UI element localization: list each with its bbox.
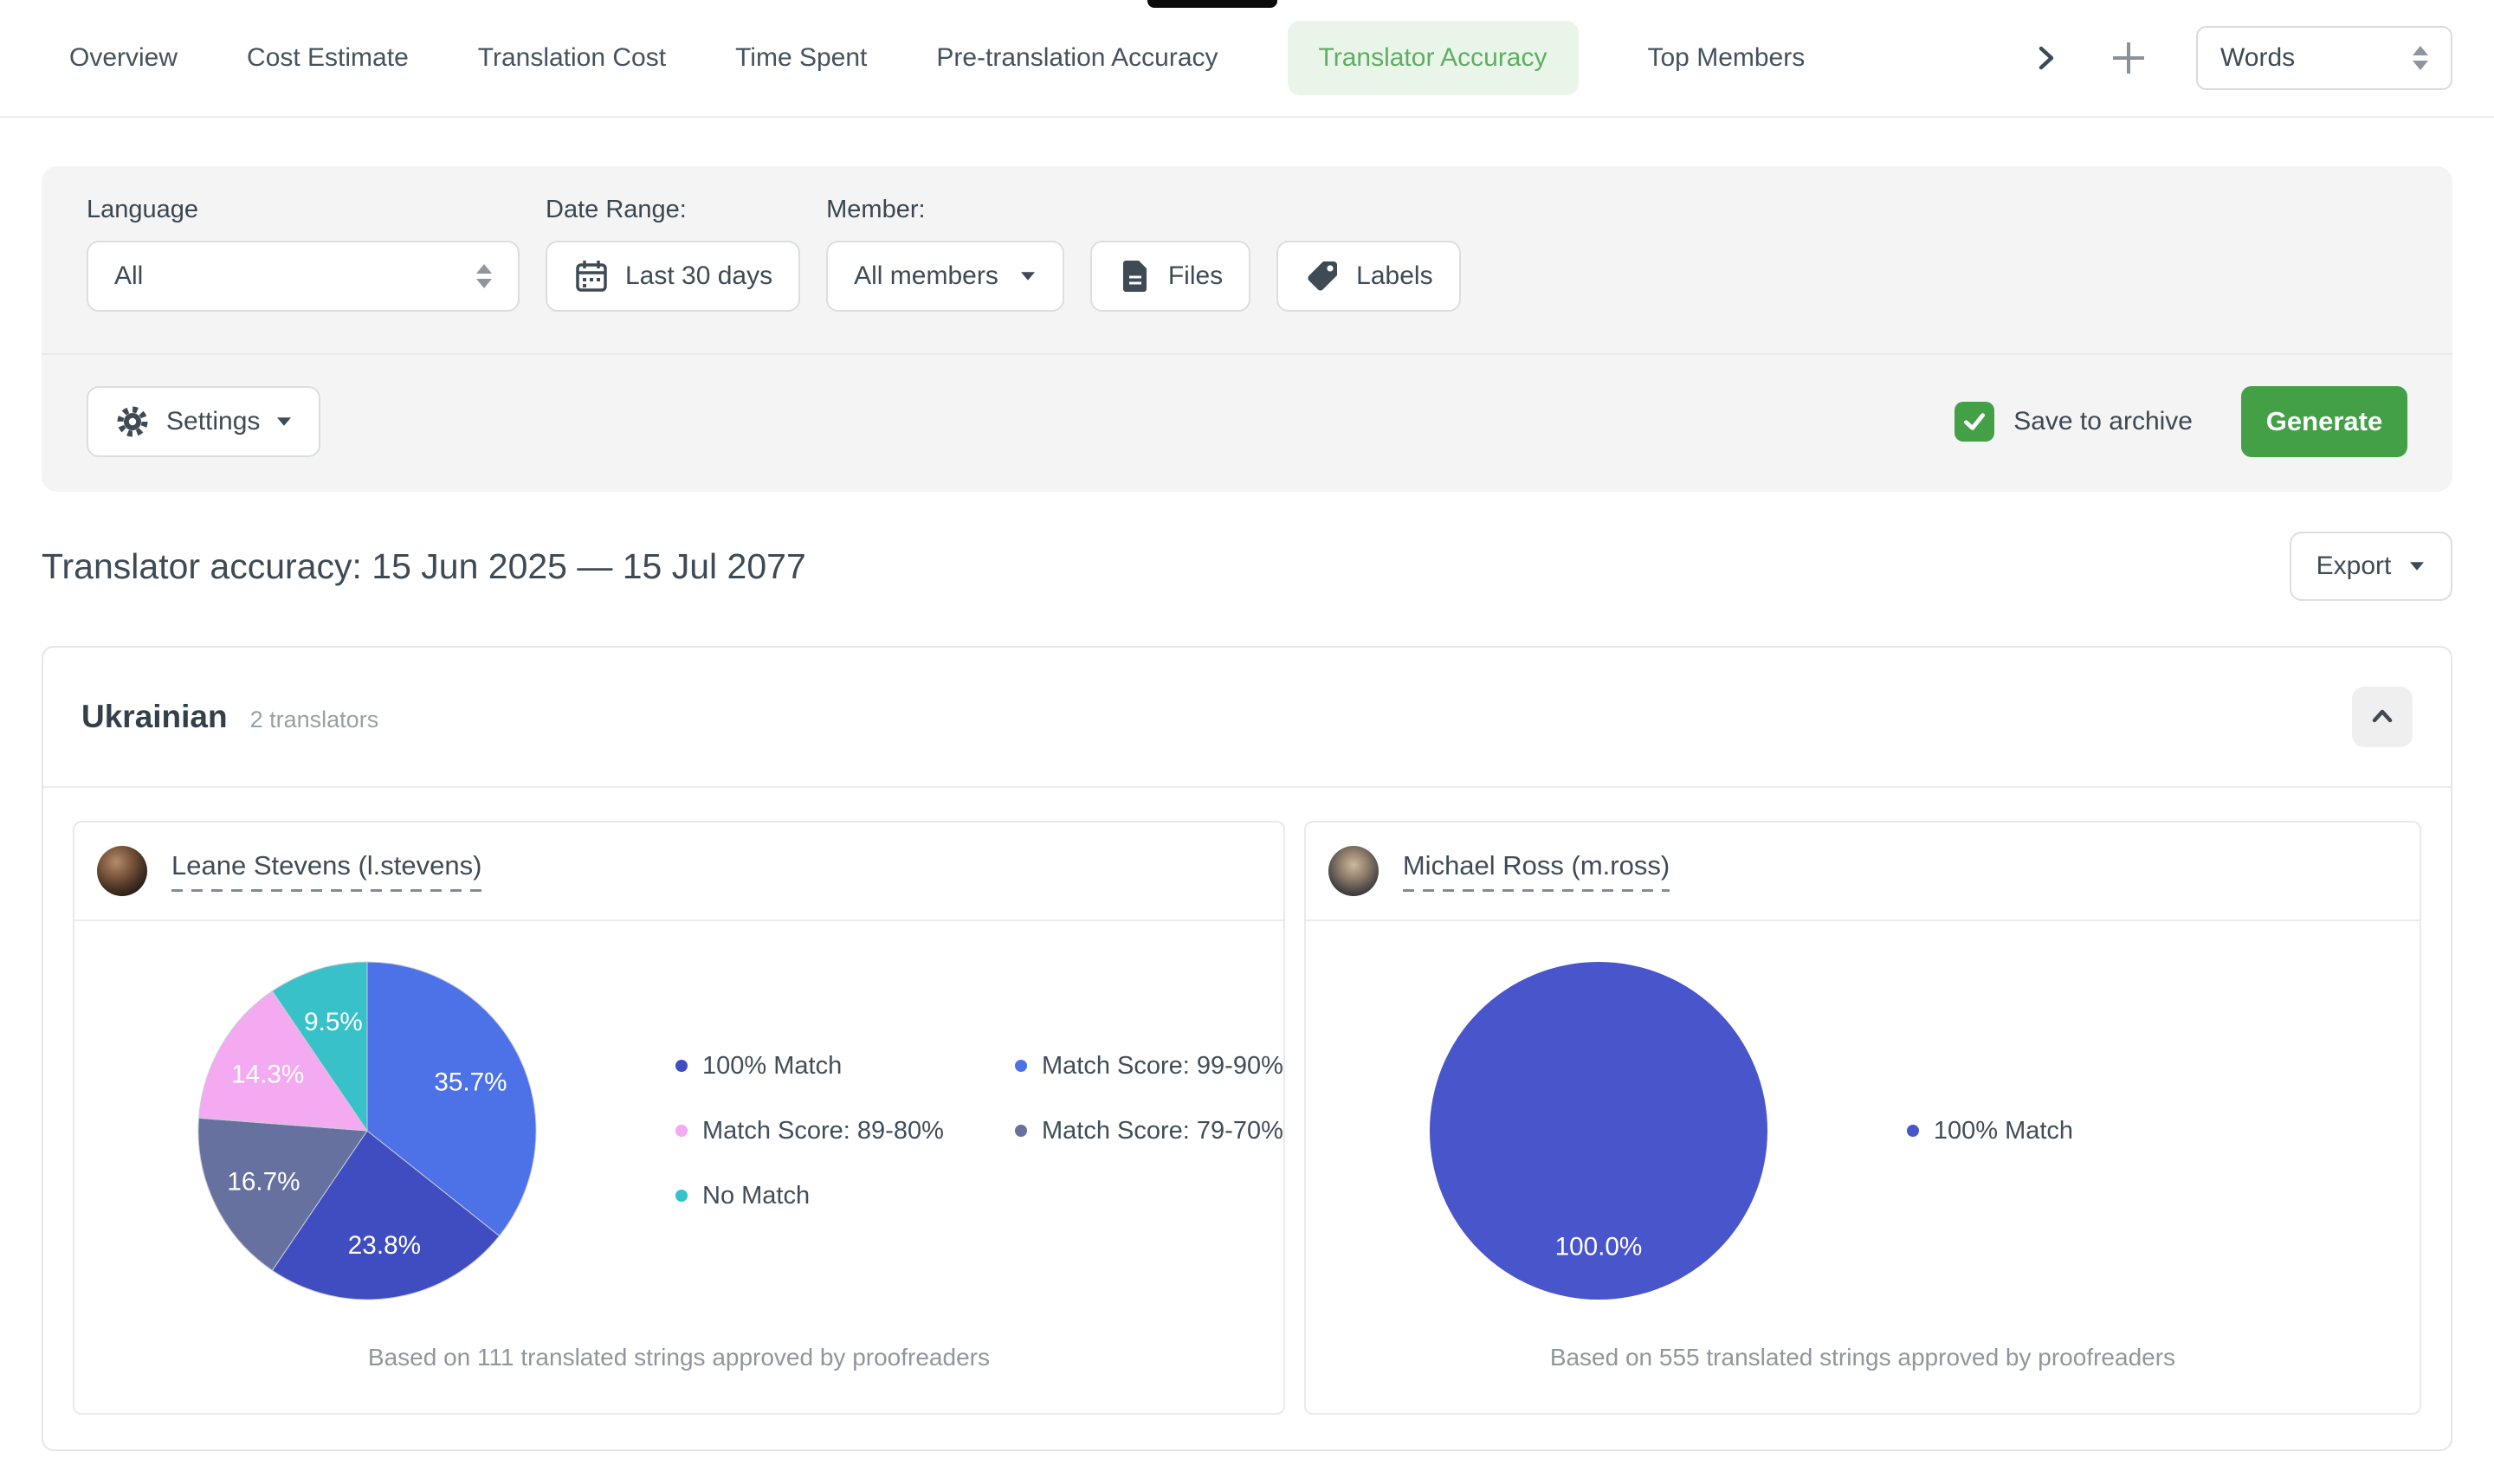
legend-label: 100% Match [1933, 1116, 2074, 1145]
select-arrows-icon [2413, 46, 2428, 70]
labels-button-label: Labels [1356, 261, 1433, 290]
chart-caption: Based on 555 translated strings approved… [1549, 1344, 2176, 1371]
svg-text:23.8%: 23.8% [348, 1231, 421, 1260]
section-translators-count: 2 translators [249, 707, 379, 732]
member-label: Member: [826, 196, 926, 223]
date-range-label: Date Range: [546, 196, 687, 223]
select-arrows-icon [476, 264, 492, 288]
tab-pre-translation-accuracy[interactable]: Pre-translation Accuracy [936, 43, 1218, 72]
collapse-section-button[interactable] [2352, 687, 2413, 747]
date-range-value: Last 30 days [625, 261, 773, 290]
pie-chart: 100.0% [1427, 959, 1770, 1302]
caret-down-icon [2410, 562, 2425, 571]
files-button[interactable]: Files [1089, 241, 1251, 312]
files-button-label: Files [1167, 261, 1224, 290]
panel-divider [42, 353, 2452, 355]
pie-chart: 35.7% 23.8% 16.7% 14.3% 9.5% [196, 959, 539, 1302]
settings-button[interactable]: Settings [87, 386, 321, 457]
avatar [1328, 846, 1379, 896]
settings-button-label: Settings [166, 407, 261, 436]
legend-dot [675, 1125, 688, 1137]
translator-name-link[interactable]: Leane Stevens (l.stevens) [171, 850, 482, 892]
legend-label: No Match [702, 1181, 811, 1210]
caret-down-icon [1020, 272, 1035, 281]
tab-top-members[interactable]: Top Members [1647, 43, 1806, 72]
svg-text:9.5%: 9.5% [304, 1008, 363, 1036]
legend-dot [675, 1190, 688, 1202]
legend-label: Match Score: 79-70% [1042, 1116, 1283, 1145]
export-button[interactable]: Export [2290, 532, 2452, 601]
unit-select[interactable]: Words [2196, 26, 2452, 90]
svg-text:35.7%: 35.7% [434, 1068, 507, 1096]
translator-name-link[interactable]: Michael Ross (m.ross) [1402, 850, 1670, 892]
tab-overview[interactable]: Overview [69, 43, 178, 72]
avatar [97, 846, 147, 896]
legend-item: Match Score: 79-70% [1015, 1117, 1283, 1145]
member-dropdown-value: All members [854, 261, 998, 290]
section-language-title: Ukrainian [81, 699, 228, 734]
window-notch [1147, 0, 1277, 8]
legend-item: 100% Match [1906, 1116, 2246, 1145]
translator-card: Michael Ross (m.ross) 100.0% 100% Match … [1303, 821, 2421, 1415]
legend-dot [675, 1060, 688, 1072]
generate-button[interactable]: Generate [2241, 386, 2407, 457]
translator-card: Leane Stevens (l.stevens) 35.7% 23.8% 16.7… [73, 821, 1285, 1415]
language-label: Language [87, 196, 199, 223]
tab-translation-cost[interactable]: Translation Cost [477, 43, 667, 72]
report-title: Translator accuracy: 15 Jun 2025 — 15 Ju… [42, 545, 806, 586]
report-tabs: Overview Cost Estimate Translation Cost … [0, 0, 2494, 118]
language-select-value: All [114, 261, 144, 290]
language-section: Ukrainian 2 translators Leane Stevens (l… [42, 646, 2452, 1451]
export-button-label: Export [2316, 552, 2392, 580]
legend-item: No Match [675, 1182, 1015, 1210]
labels-button[interactable]: Labels [1276, 241, 1461, 312]
member-dropdown[interactable]: All members [826, 241, 1064, 312]
save-to-archive-label[interactable]: Save to archive [2013, 407, 2193, 436]
save-to-archive-checkbox[interactable] [1954, 402, 1995, 442]
tab-time-spent[interactable]: Time Spent [735, 43, 868, 72]
tag-icon [1308, 261, 1338, 291]
unit-select-value: Words [2220, 43, 2296, 72]
calendar-icon [576, 261, 607, 292]
check-icon [1964, 413, 1986, 430]
caret-down-icon [277, 417, 292, 426]
legend-dot [1015, 1125, 1027, 1137]
legend-label: Match Score: 99-90% [1042, 1051, 1283, 1080]
legend-item: Match Score: 89-80% [675, 1117, 1015, 1145]
more-tabs-chevron-right-icon[interactable] [2032, 43, 2061, 73]
tab-translator-accuracy[interactable]: Translator Accuracy [1287, 21, 1579, 95]
legend-item: Match Score: 99-90% [1015, 1052, 1283, 1081]
date-range-button[interactable]: Last 30 days [546, 241, 801, 312]
chevron-up-icon [2372, 709, 2393, 723]
svg-text:14.3%: 14.3% [231, 1060, 304, 1088]
add-report-plus-icon[interactable] [2110, 39, 2148, 77]
svg-text:100.0%: 100.0% [1555, 1233, 1643, 1261]
card-divider [1305, 919, 2420, 921]
gear-icon [117, 406, 148, 437]
legend-dot [1906, 1125, 1919, 1137]
legend-label: Match Score: 89-80% [702, 1116, 944, 1145]
card-divider [74, 919, 1283, 921]
chart-legend: 100% Match Match Score: 99-90% Match Score… [675, 1052, 1283, 1210]
legend-label: 100% Match [702, 1051, 843, 1080]
legend-item: 100% Match [675, 1052, 1015, 1081]
tab-cost-estimate[interactable]: Cost Estimate [247, 43, 409, 72]
chart-caption: Based on 111 translated strings approved… [367, 1344, 990, 1371]
file-icon [1122, 261, 1147, 292]
report-settings-panel: Language All Date Range: Last 30 days Me… [42, 166, 2452, 492]
section-divider [43, 786, 2451, 788]
legend-dot [1015, 1060, 1027, 1072]
chart-legend: 100% Match [1906, 1116, 2246, 1145]
language-select[interactable]: All [87, 241, 520, 312]
svg-text:16.7%: 16.7% [227, 1168, 300, 1197]
